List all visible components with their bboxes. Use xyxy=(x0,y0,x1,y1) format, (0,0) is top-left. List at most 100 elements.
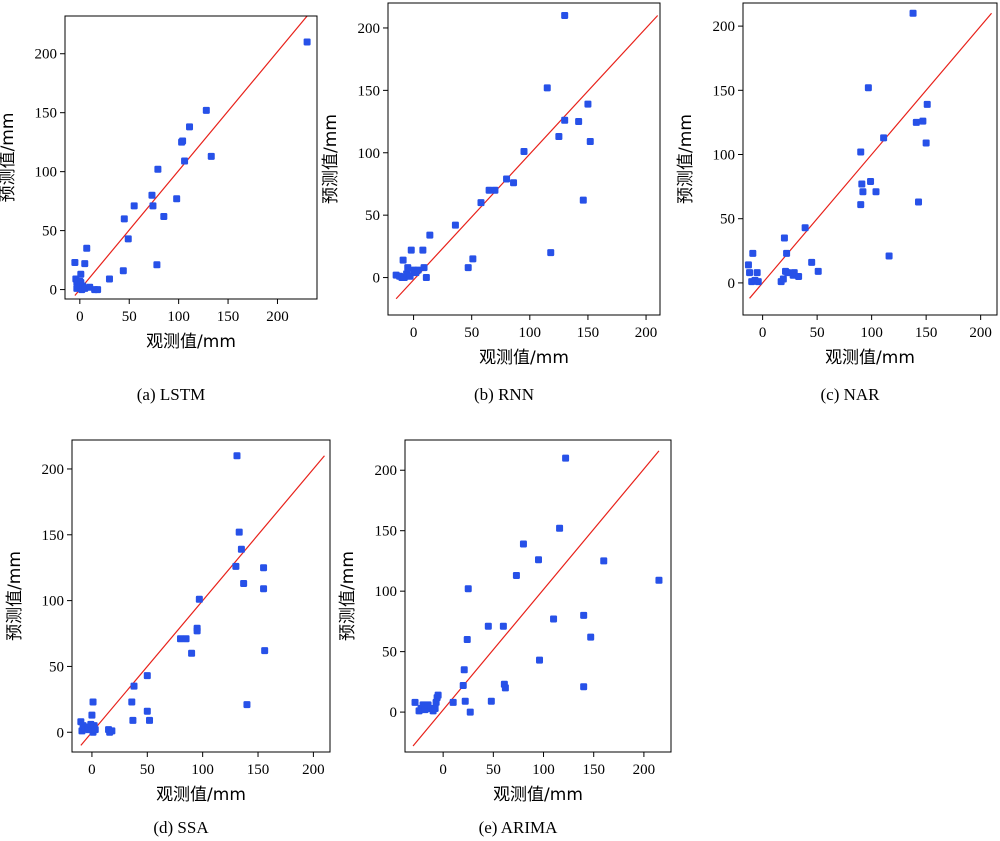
y-tick-label: 150 xyxy=(35,106,58,122)
y-tick-label: 50 xyxy=(42,224,57,240)
x-tick-label: 200 xyxy=(266,309,289,325)
data-point xyxy=(909,9,917,17)
data-point xyxy=(186,123,194,131)
y-tick-label: 200 xyxy=(42,462,65,478)
y-tick-label: 100 xyxy=(42,594,65,610)
y-tick-label: 100 xyxy=(35,165,58,181)
data-point xyxy=(233,452,241,460)
data-point xyxy=(754,278,762,286)
scatter-panel-rnn: 0 50 100 150 200 0 50 100 150 200 观测值/mm 预测值/mm (b) … xyxy=(0,0,1000,420)
data-point xyxy=(149,202,157,210)
y-tick-label: 100 xyxy=(358,146,381,162)
data-point xyxy=(872,188,880,196)
data-point xyxy=(130,682,138,690)
data-point xyxy=(464,585,472,593)
data-point xyxy=(814,267,822,275)
data-point xyxy=(88,711,96,719)
data-point xyxy=(857,148,865,156)
data-point xyxy=(143,707,151,715)
data-point xyxy=(129,716,137,724)
data-point xyxy=(586,138,594,146)
y-tick-label: 50 xyxy=(49,659,64,675)
data-point xyxy=(177,635,185,643)
data-point xyxy=(460,666,468,674)
x-axis-title: 观测值/mm xyxy=(493,785,583,805)
x-axis-title: 观测值/mm xyxy=(156,785,246,805)
panel-caption: (b) RNN xyxy=(474,385,534,404)
data-point xyxy=(561,11,569,19)
data-point xyxy=(451,221,459,229)
data-point xyxy=(795,272,803,280)
x-tick-label: 100 xyxy=(532,762,555,778)
y-tick-label: 100 xyxy=(375,584,398,600)
x-tick-label: 150 xyxy=(577,325,600,341)
reference-line xyxy=(74,16,308,296)
y-tick-label: 150 xyxy=(358,83,381,99)
y-tick-label: 150 xyxy=(375,524,398,540)
panel-caption: (e) ARIMA xyxy=(479,818,559,837)
chart-svg: 0 50 100 150 200 0 50 100 150 200 观测值/mm 预测值/mm (a) … xyxy=(0,15,318,404)
data-point xyxy=(173,195,181,203)
x-tick-label: 200 xyxy=(635,325,658,341)
data-point xyxy=(923,100,931,108)
panel-caption: (d) SSA xyxy=(153,818,209,837)
data-point xyxy=(922,139,930,147)
chart-svg: 0 50 100 150 200 0 50 100 150 200 观测值/mm 预测值/mm (d) … xyxy=(5,439,331,837)
data-point xyxy=(779,275,787,283)
data-point xyxy=(422,274,430,282)
x-tick-label: 150 xyxy=(247,762,270,778)
data-point xyxy=(148,191,156,199)
data-point xyxy=(561,116,569,124)
data-point xyxy=(880,134,888,142)
data-point xyxy=(503,175,511,183)
data-point xyxy=(783,249,791,257)
data-point xyxy=(120,215,128,223)
data-point xyxy=(195,595,203,603)
data-point xyxy=(128,698,136,706)
data-point xyxy=(243,701,251,709)
y-tick-label: 200 xyxy=(713,19,736,35)
data-point xyxy=(864,84,872,92)
x-tick-label: 50 xyxy=(122,309,137,325)
data-point xyxy=(519,540,527,548)
data-point xyxy=(484,622,492,630)
panel-caption: (a) LSTM xyxy=(137,385,205,404)
y-axis-title: 预测值/mm xyxy=(0,113,18,203)
data-point xyxy=(749,249,757,257)
x-tick-label: 100 xyxy=(191,762,214,778)
x-tick-label: 0 xyxy=(439,762,447,778)
x-tick-label: 100 xyxy=(167,309,190,325)
plot-frame xyxy=(404,439,672,753)
y-tick-label: 0 xyxy=(373,271,381,287)
data-point xyxy=(485,186,493,194)
data-point xyxy=(459,681,467,689)
data-point xyxy=(859,188,867,196)
x-tick-label: 150 xyxy=(582,762,605,778)
data-point xyxy=(746,269,754,277)
chart-svg: 0 50 100 150 200 0 50 100 150 200 观测值/mm 预测值/mm (c) … xyxy=(676,2,998,404)
x-tick-label: 0 xyxy=(759,325,767,341)
data-point xyxy=(449,698,457,706)
x-tick-label: 50 xyxy=(810,325,825,341)
y-tick-label: 150 xyxy=(42,528,65,544)
data-point xyxy=(857,201,865,209)
x-tick-label: 0 xyxy=(410,325,418,341)
y-axis-title: 预测值/mm xyxy=(338,551,358,641)
data-point xyxy=(411,698,419,706)
data-point xyxy=(399,256,407,264)
data-point xyxy=(130,202,138,210)
y-tick-label: 200 xyxy=(375,463,398,479)
y-tick-label: 150 xyxy=(713,83,736,99)
y-tick-label: 200 xyxy=(35,47,58,63)
data-point xyxy=(414,266,422,274)
reference-line xyxy=(412,450,660,747)
data-point xyxy=(912,118,920,126)
data-point xyxy=(431,704,439,712)
data-point xyxy=(406,272,414,280)
data-point xyxy=(434,691,442,699)
data-point xyxy=(579,196,587,204)
data-point xyxy=(146,716,154,724)
data-point xyxy=(536,656,544,664)
x-tick-label: 50 xyxy=(140,762,155,778)
data-point xyxy=(419,246,427,254)
